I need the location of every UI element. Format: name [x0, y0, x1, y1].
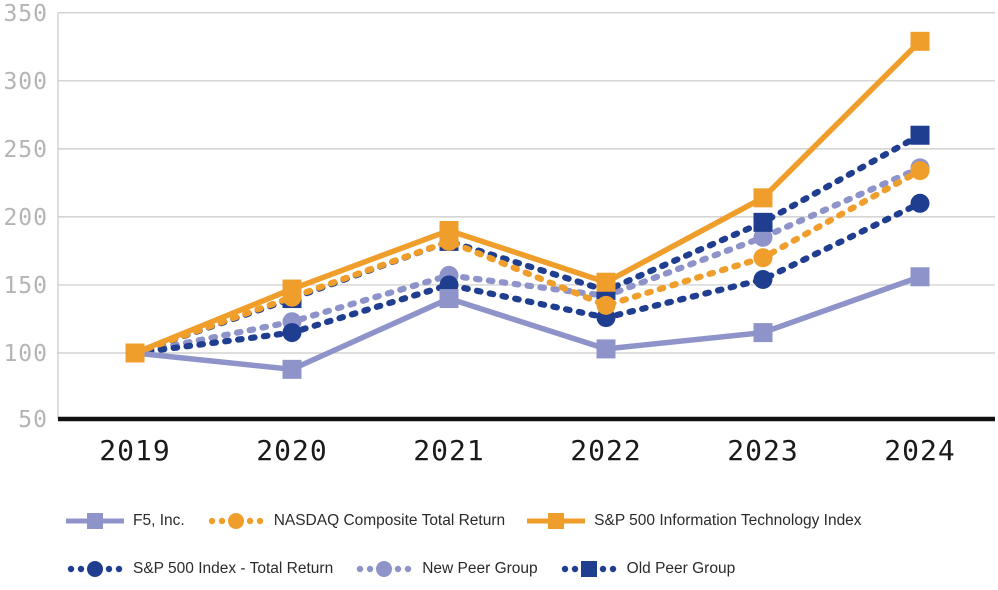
- x-tick-label: 2019: [99, 434, 170, 467]
- data-point-s-p-500-information-technology-index: [439, 221, 459, 241]
- data-point-nasdaq-composite-total-return: [910, 161, 930, 181]
- legend-label: New Peer Group: [422, 560, 538, 577]
- legend-item-f5-inc: F5, Inc.: [66, 510, 185, 532]
- y-tick-label: 100: [3, 341, 48, 367]
- line-chart: 50 100 150 200 250 300 350 2019 2020 2021 2022 2023…: [3, 1, 995, 467]
- data-point-s-p-500-index-total-return: [282, 323, 302, 343]
- series-line-nasdaq-composite-total-return: [131, 167, 924, 357]
- chart-area: 50 100 150 200 250 300 350 2019 2020 2021 2022 2023…: [3, 1, 995, 467]
- data-point-s-p-500-information-technology-index: [596, 272, 616, 292]
- y-tick-label: 300: [3, 69, 48, 95]
- legend-item-s-p-500-index-total-return: S&P 500 Index - Total Return: [66, 558, 333, 580]
- legend-item-old-peer-group: Old Peer Group: [560, 558, 736, 580]
- data-point-s-p-500-index-total-return: [753, 270, 773, 290]
- y-tick-label: 50: [18, 407, 48, 433]
- series-line-old-peer-group: [131, 132, 924, 357]
- legend-row-1: F5, Inc. NASDAQ Composite Total Return S&P…: [66, 496, 996, 546]
- solid-line-square-swatch-icon: [66, 513, 124, 529]
- data-point-s-p-500-information-technology-index: [753, 188, 773, 208]
- data-point-s-p-500-information-technology-index: [125, 343, 145, 363]
- data-point-s-p-500-index-total-return: [910, 193, 930, 213]
- data-point-f5-inc: [910, 267, 930, 287]
- x-tick-label: 2020: [256, 434, 327, 467]
- data-point-nasdaq-composite-total-return: [753, 248, 773, 268]
- x-tick-label: 2024: [884, 434, 955, 467]
- data-point-nasdaq-composite-total-return: [596, 295, 616, 315]
- data-point-new-peer-group: [753, 227, 773, 247]
- x-tick-label: 2021: [413, 434, 484, 467]
- legend-row-2: S&P 500 Index - Total Return New Peer Gro…: [66, 546, 996, 590]
- series-line-f5-inc: [134, 274, 921, 373]
- data-point-f5-inc: [282, 359, 302, 379]
- chart-legend: F5, Inc. NASDAQ Composite Total Return S&P…: [66, 496, 996, 590]
- x-tick-label: 2023: [727, 434, 798, 467]
- dotted-line-circle-swatch-icon: [67, 561, 123, 577]
- solid-line-square-swatch-icon: [527, 513, 586, 529]
- legend-label: S&P 500 Information Technology Index: [594, 512, 862, 529]
- data-point-old-peer-group: [910, 125, 930, 145]
- series-line-s-p-500-index-total-return: [131, 200, 924, 357]
- y-tick-label: 200: [3, 205, 48, 231]
- legend-label: Old Peer Group: [626, 560, 736, 577]
- series-line-new-peer-group: [131, 164, 924, 357]
- legend-item-new-peer-group: New Peer Group: [355, 558, 538, 580]
- legend-item-nasdaq-composite-total-return: NASDAQ Composite Total Return: [207, 510, 505, 532]
- x-tick-label: 2022: [570, 434, 641, 467]
- y-tick-label: 350: [3, 1, 48, 27]
- y-tick-label: 250: [3, 137, 48, 163]
- series-line-s-p-500-information-technology-index: [133, 39, 922, 356]
- y-tick-label: 150: [3, 273, 48, 299]
- legend-label: S&P 500 Index - Total Return: [133, 560, 334, 577]
- dotted-line-circle-swatch-icon: [208, 513, 263, 529]
- dotted-line-circle-swatch-icon: [357, 561, 412, 577]
- data-point-f5-inc: [439, 289, 459, 309]
- data-point-f5-inc: [596, 339, 616, 359]
- data-point-old-peer-group: [753, 212, 773, 232]
- dotted-line-square-swatch-icon: [561, 561, 616, 577]
- data-point-f5-inc: [753, 323, 773, 343]
- data-point-s-p-500-information-technology-index: [910, 31, 930, 51]
- legend-label: F5, Inc.: [133, 512, 185, 529]
- legend-item-s-p-500-information-technology-index: S&P 500 Information Technology Index: [527, 510, 862, 532]
- data-point-s-p-500-information-technology-index: [282, 279, 302, 299]
- legend-label: NASDAQ Composite Total Return: [273, 512, 506, 529]
